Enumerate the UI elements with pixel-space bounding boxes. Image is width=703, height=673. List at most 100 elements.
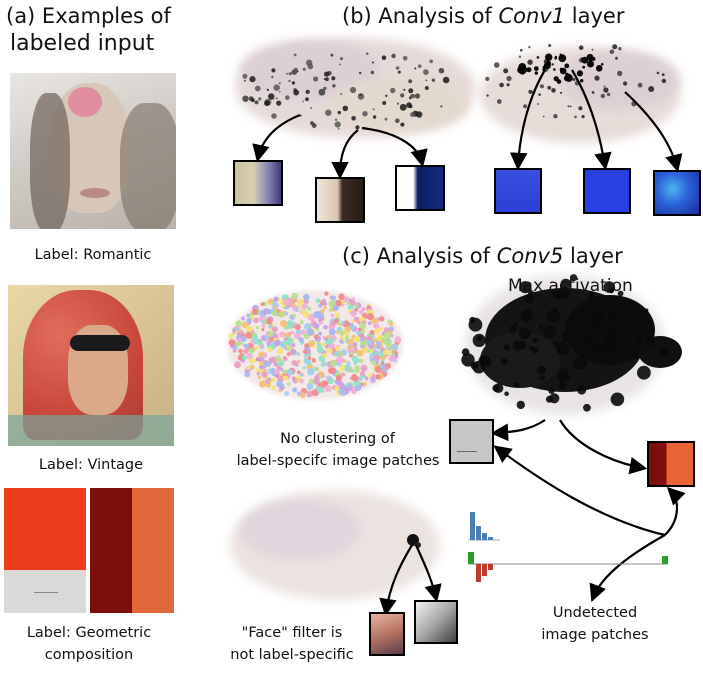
scatter-dot (552, 341, 558, 346)
scatter-dot (520, 49, 523, 52)
conv1-arrows (252, 69, 683, 180)
scatter-dot (313, 323, 320, 329)
face-filter-cloud (230, 490, 440, 600)
scatter-dot (339, 63, 342, 66)
scatter-dot (296, 391, 302, 396)
scatter-dot (307, 306, 312, 311)
scatter-dot (382, 101, 387, 105)
conv5-color-cloud (227, 290, 403, 400)
scatter-dot (577, 385, 587, 395)
scatter-dot (385, 94, 388, 98)
scatter-dot (228, 339, 236, 346)
scatter-dot (516, 400, 525, 410)
scatter-dot (363, 381, 367, 386)
scatter-dot (595, 310, 605, 321)
scatter-dot (304, 343, 310, 349)
scatter-dot (362, 336, 367, 340)
scatter-dot (346, 361, 351, 366)
scatter-dot (267, 309, 272, 315)
scatter-dot (296, 360, 301, 364)
scatter-dot (242, 73, 248, 79)
scatter-dot (570, 274, 578, 282)
scatter-dot (500, 358, 508, 366)
scatter-dot (304, 323, 312, 331)
scatter-dot (299, 378, 304, 384)
scatter-dot (391, 344, 399, 351)
scatter-dot (328, 328, 336, 336)
scatter-dot (396, 102, 399, 105)
scatter-dot (324, 345, 329, 349)
max-activation-cloud (461, 274, 682, 415)
scatter-dot (579, 307, 586, 315)
scatter-dot (390, 334, 394, 338)
scatter-dot (302, 100, 304, 103)
scatter-dot (518, 55, 522, 58)
scatter-dot (328, 367, 334, 374)
scatter-dot (284, 391, 290, 396)
scatter-dot (389, 326, 394, 331)
scatter-dot (545, 53, 553, 61)
scatter-dot (551, 88, 556, 93)
romantic-photo (10, 73, 176, 229)
scatter-dot (324, 385, 332, 393)
scatter-dot (290, 330, 295, 335)
scatter-dot (330, 360, 337, 367)
scatter-dot (394, 336, 402, 343)
scatter-dot (330, 53, 334, 57)
scatter-dot (291, 302, 296, 307)
panel-c-title-prefix: (c) Analysis of (342, 244, 497, 268)
scatter-dot (268, 330, 274, 337)
scatter-dot (318, 318, 322, 322)
scatter-dot (468, 317, 483, 332)
scatter-dot (543, 115, 545, 118)
scatter-dot (268, 93, 275, 100)
scatter-dot (286, 369, 294, 376)
scatter-dot (423, 69, 429, 75)
scatter-dot (604, 330, 619, 345)
scatter-dot (307, 356, 312, 360)
scatter-dot (276, 100, 282, 106)
scatter-dot (612, 44, 618, 50)
scatter-dot (559, 382, 567, 390)
scatter-dot (581, 334, 594, 346)
scatter-dot (272, 98, 275, 100)
undetected-line2: image patches (541, 627, 649, 643)
scatter-dot (504, 391, 509, 397)
scatter-dot (248, 358, 255, 364)
scatter-dot (357, 93, 365, 100)
scatter-dot (258, 380, 266, 388)
scatter-dot (609, 49, 615, 55)
scatter-dot (612, 345, 619, 353)
scatter-dot (514, 382, 520, 388)
scatter-dot (602, 345, 613, 356)
scatter-dot (282, 356, 287, 360)
scatter-dot (360, 344, 365, 349)
scatter-dot (375, 366, 382, 374)
scatter-dot (358, 358, 364, 364)
scatter-dot (400, 93, 405, 98)
scatter-dot (414, 93, 421, 99)
scatter-dot (302, 311, 310, 319)
scatter-dot (232, 348, 237, 353)
scatter-dot (603, 87, 609, 93)
scatter-dot (637, 365, 651, 380)
scatter-dot (340, 349, 348, 356)
scatter-dot (279, 90, 281, 93)
scatter-dot (559, 349, 565, 355)
scatter-dot (438, 67, 445, 74)
scatter-dot (335, 346, 341, 351)
max-activation-label: Max activation (508, 276, 633, 296)
scatter-dot (557, 372, 568, 382)
scatter-dot (617, 290, 624, 297)
face-filter-line1: "Face" filter is (241, 625, 343, 641)
scatter-dot (603, 85, 606, 88)
scatter-dot (373, 351, 379, 356)
scatter-dot (310, 121, 314, 126)
scatter-dot (334, 312, 341, 318)
panel-b-title: (b) Analysis of Conv1 layer (342, 4, 625, 28)
scatter-dot (253, 337, 260, 344)
scatter-dot (315, 373, 320, 378)
scatter-dot (391, 53, 396, 59)
scatter-dot (254, 345, 259, 350)
label-geometric-line1: Label: Geometric (26, 625, 152, 641)
